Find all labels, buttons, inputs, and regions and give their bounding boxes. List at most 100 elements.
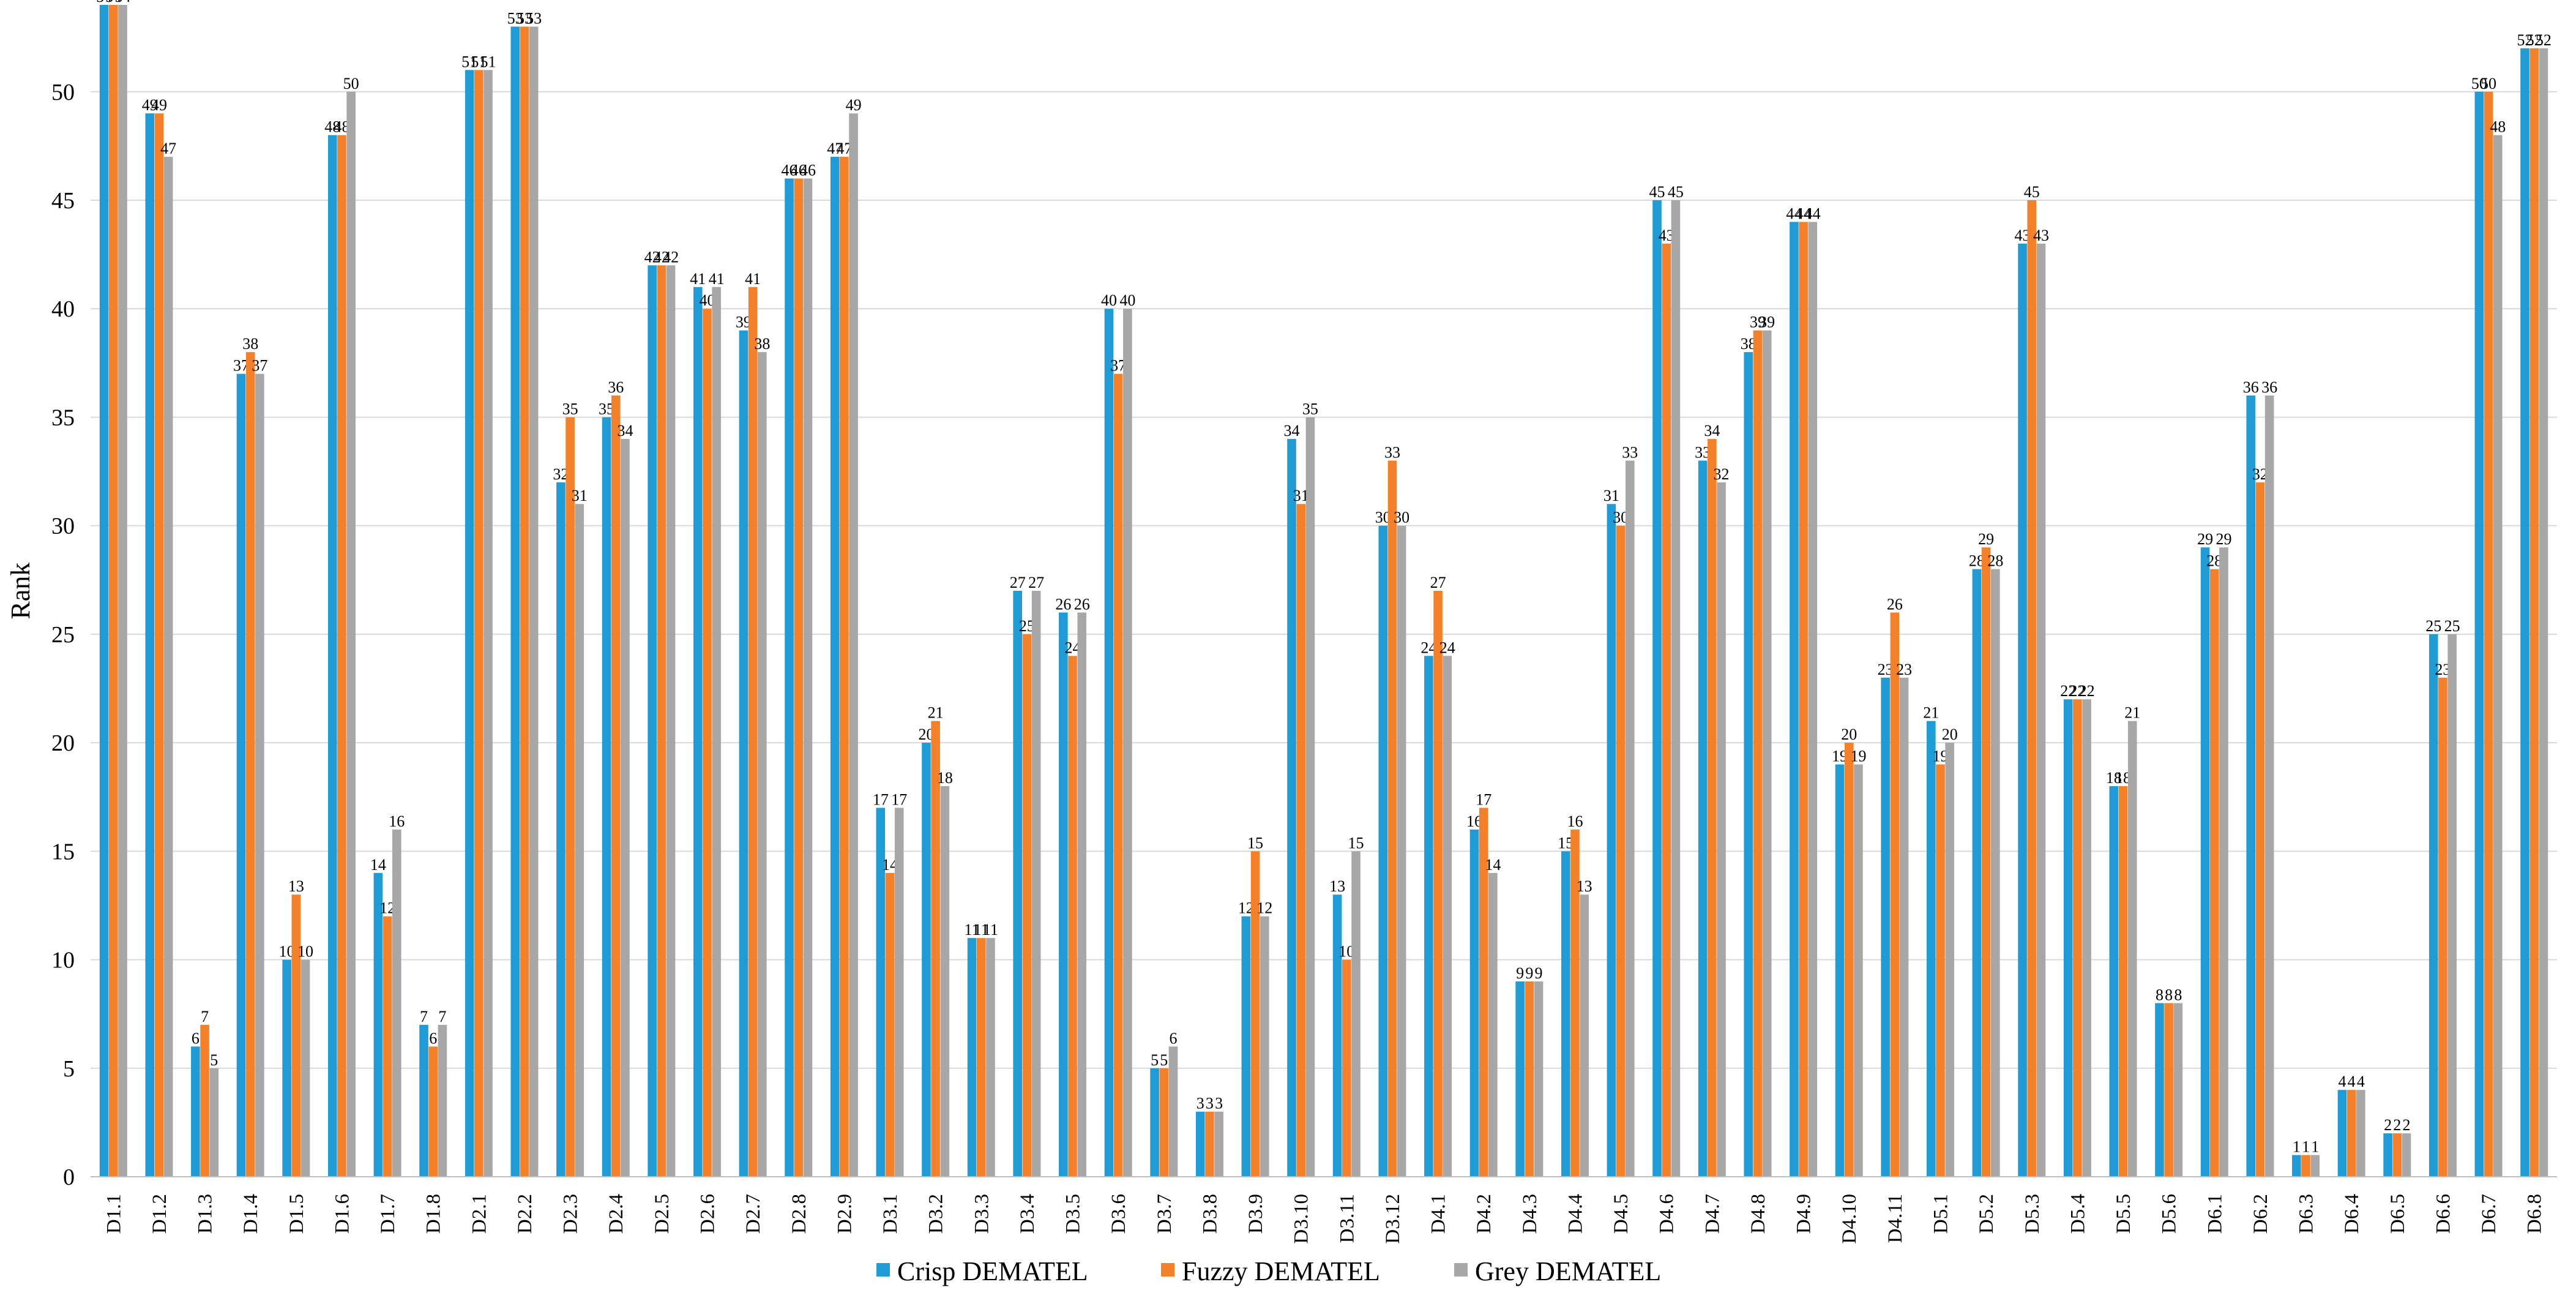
bar [2520,48,2529,1177]
bar-data-label: 22 [2069,682,2085,700]
y-tick-label: 35 [51,405,75,430]
bar-data-label: 46 [800,162,816,179]
bar-data-label: 26 [1055,595,1071,613]
bar-data-label: 4 [2357,1073,2365,1090]
bar-data-label: 48 [2490,118,2506,136]
bar-data-label: 50 [2481,75,2496,92]
bar [758,352,767,1177]
bar [2493,135,2503,1177]
bar-data-label: 40 [1119,291,1135,309]
x-tick-label: D6.7 [2478,1194,2500,1234]
bar [383,916,392,1177]
bar-data-label: 4 [2338,1073,2346,1090]
x-tick-label: D2.8 [788,1194,810,1234]
bar [1616,525,1626,1177]
bar-data-label: 11 [965,921,980,939]
bar-data-label: 11 [983,921,998,939]
bar-data-label: 20 [1942,726,1958,743]
bar-data-label: 34 [1704,422,1720,440]
bar-data-label: 53 [526,9,542,27]
bar [346,91,356,1177]
bar-data-label: 41 [709,270,725,288]
bar [894,808,904,1177]
bar [1927,721,1936,1177]
bar [1488,872,1498,1177]
x-tick-label: D2.5 [651,1194,673,1234]
bar [510,26,520,1177]
bar [1397,525,1406,1177]
bar [236,373,246,1177]
bar-data-label: 31 [1603,487,1619,504]
bar [1671,200,1681,1177]
x-tick-label: D4.7 [1701,1194,1723,1234]
bar-data-label: 31 [572,487,588,504]
y-axis-label: Rank [6,563,35,620]
bar-data-label: 10 [297,943,313,961]
bar [712,287,721,1177]
bar-data-label: 9 [1516,964,1524,982]
bar [2118,786,2128,1177]
bar-data-label: 48 [324,118,340,136]
x-tick-label: D3.1 [879,1194,902,1234]
bar [1991,569,2000,1177]
x-tick-labels: D1.1 D1.2 D1.3 D1.4 D1.5 D1.6 D1.7 D1.8 D2.1 D2.2… [103,1194,2545,1244]
bar [1936,764,1945,1177]
bar [145,113,155,1177]
bar-data-label: 46 [791,162,807,179]
x-tick-label: D2.2 [514,1194,536,1234]
bar-data-label: 2 [2403,1116,2411,1134]
bar [2027,200,2037,1177]
bar [2164,1003,2173,1177]
bar [337,135,346,1177]
bar [2200,547,2210,1177]
bar [1104,309,1114,1177]
bar-data-label: 41 [745,270,761,288]
bar-data-label: 35 [1302,400,1318,418]
x-tick-label: D2.1 [468,1194,490,1234]
bar [191,1046,200,1177]
bar [1077,612,1087,1177]
x-tick-label: D4.1 [1428,1194,1450,1234]
bar-data-label: 52 [2536,31,2552,49]
x-tick-label: D2.7 [742,1194,764,1234]
x-tick-label: D1.1 [103,1194,125,1234]
bar [885,872,895,1177]
bar-data-label: 52 [2517,31,2533,49]
bar-data-label: 24 [1439,639,1455,656]
bar [693,287,703,1177]
y-tick-label: 50 [51,80,75,105]
bar-data-label: 6 [429,1029,437,1047]
bar-data-label: 51 [461,53,477,70]
y-tick-labels: 0 5 10 15 20 25 30 35 40 45 50 [51,80,75,1190]
bar-data-label: 15 [1348,834,1364,852]
bar-data-label: 29 [2197,530,2213,548]
bar-data-label: 44 [1805,204,1821,222]
x-tick-label: D3.3 [971,1194,993,1234]
legend-swatch [876,1263,890,1277]
x-tick-label: D3.6 [1108,1194,1130,1234]
bar [1753,330,1763,1177]
bar-data-label: 53 [517,9,532,27]
x-tick-label: D1.4 [240,1194,262,1234]
bar-data-label: 12 [1256,899,1272,917]
bar-data-label: 44 [1796,204,1812,222]
bar-data-label: 51 [471,53,487,70]
bar-data-label: 25 [2425,617,2441,635]
bar [2109,786,2119,1177]
bar [830,157,840,1177]
bar [739,330,749,1177]
bar-data-label: 36 [608,378,624,396]
bar-data-label: 7 [201,1008,209,1026]
bar [876,808,886,1177]
bar [2127,721,2137,1177]
bar [1570,829,1580,1177]
x-tick-label: D1.3 [195,1194,217,1234]
bar-data-label: 25 [2444,617,2460,635]
bar-data-label: 16 [389,812,405,830]
bar-data-label: 13 [288,877,304,895]
bar [976,938,986,1177]
bar-data-label: 34 [1283,422,1299,440]
x-tick-label: D4.8 [1747,1194,1769,1234]
bar [1205,1111,1214,1177]
